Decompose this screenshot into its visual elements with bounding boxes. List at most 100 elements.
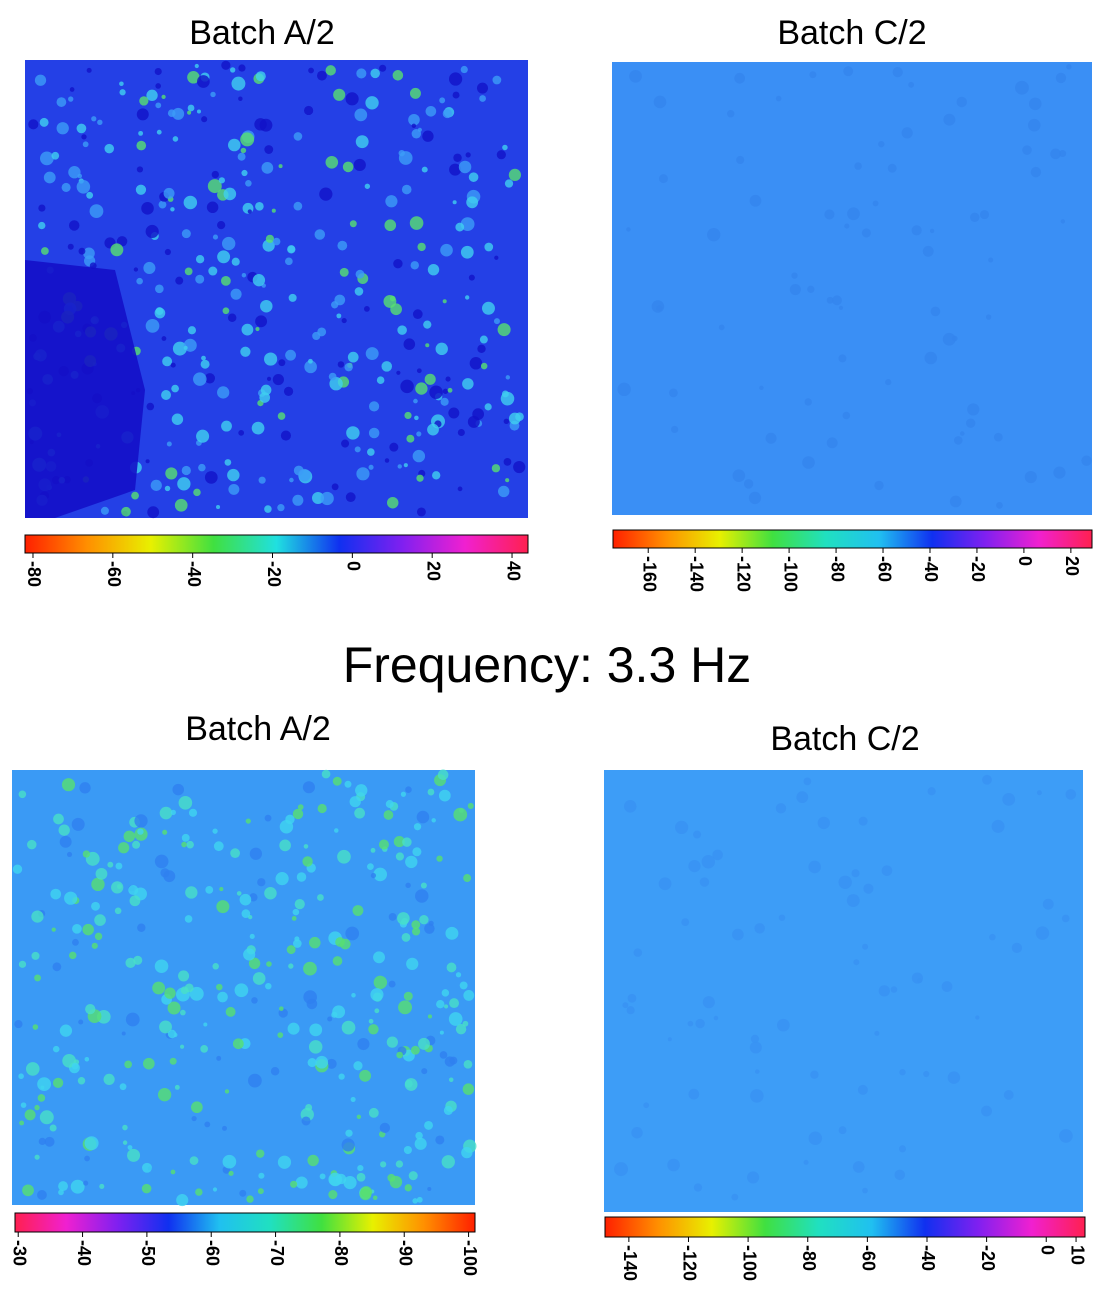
heatmap-spot (419, 914, 429, 925)
heatmap-spot (264, 886, 277, 900)
heatmap-spot (94, 932, 103, 941)
heatmap-spot (142, 1162, 152, 1173)
heatmap-spot (221, 60, 231, 70)
heatmap-spot (302, 781, 315, 794)
heatmap-spot (338, 1073, 345, 1080)
heatmap-spot (222, 307, 230, 315)
heatmap-spot (356, 68, 367, 79)
heatmap-spot (872, 200, 879, 207)
heatmap-spot (257, 1188, 264, 1195)
heatmap-spot (141, 1183, 152, 1194)
heatmap-spot (410, 261, 419, 270)
heatmap-spot (127, 1145, 133, 1150)
heatmap-spot (56, 97, 67, 107)
heatmap-spot (424, 373, 436, 385)
heatmap-spot (39, 117, 49, 127)
heatmap-spot (341, 1138, 355, 1152)
heatmap-spot (303, 990, 317, 1004)
heatmap-spot (396, 1051, 403, 1059)
heatmap-spot (104, 143, 115, 154)
heatmap-spot (791, 272, 798, 279)
heatmap-spot (494, 255, 499, 260)
heatmap-spot (658, 877, 672, 891)
heatmap-spot (249, 893, 258, 902)
heatmap-spot (327, 1016, 333, 1022)
heatmap-spot (343, 1176, 357, 1190)
heatmap-spot (297, 804, 304, 811)
heatmap-spot (125, 1012, 140, 1027)
heatmap-spot (838, 1126, 847, 1135)
heatmap-spot (196, 429, 210, 443)
heatmap-spot (165, 467, 178, 480)
heatmap-spot (293, 132, 303, 141)
heatmap-spot (44, 1136, 55, 1147)
heatmap-spot (415, 1131, 423, 1140)
heatmap-spot (255, 315, 268, 328)
heatmap-spot (212, 1187, 218, 1192)
heatmap-spot (416, 810, 430, 824)
heatmap-spot (245, 818, 251, 824)
heatmap-spot (216, 900, 230, 914)
heatmap-spot (328, 372, 337, 381)
heatmap-spot (99, 1183, 105, 1190)
heatmap-spot (384, 458, 390, 463)
heatmap-spot (460, 65, 468, 74)
heatmap-spot (460, 245, 474, 259)
heatmap-spot (1011, 942, 1023, 954)
heatmap-spot (122, 1124, 128, 1131)
heatmap-spot (332, 956, 343, 966)
heatmap-spot (258, 476, 266, 484)
heatmap-spot (279, 839, 291, 852)
heatmap-spot (384, 219, 397, 232)
heatmap-spot (427, 263, 440, 276)
colorbar-tick-label: -70 (267, 1240, 287, 1266)
heatmap-spot (180, 1009, 186, 1016)
heatmap-spot (178, 796, 193, 810)
heatmap-spot (405, 882, 411, 889)
heatmap-spot (38, 221, 46, 230)
heatmap-spot (248, 957, 261, 970)
heatmap-spot (84, 1056, 90, 1062)
heatmap-spot (264, 505, 272, 513)
heatmap-spot (265, 982, 272, 990)
heatmap-spot (308, 67, 314, 74)
heatmap-spot (448, 1077, 454, 1083)
heatmap-spot (416, 474, 424, 482)
heatmap-spot (187, 110, 192, 115)
heatmap-spot (467, 415, 480, 428)
heatmap-spot (170, 1169, 176, 1175)
heatmap-spot (675, 820, 689, 835)
heatmap-spot (389, 442, 399, 452)
heatmap-spot (248, 1073, 262, 1088)
heatmap-spot (198, 463, 206, 472)
heatmap-spot (258, 1172, 265, 1179)
heatmap-spot (122, 1140, 128, 1145)
heatmap-spot (776, 1018, 790, 1032)
heatmap-spot (241, 323, 254, 336)
heatmap-spot (393, 258, 403, 269)
heatmap-spot (346, 426, 360, 440)
heatmap-spot (355, 269, 365, 279)
heatmap-spot (368, 1107, 379, 1118)
heatmap-spot (749, 1041, 762, 1054)
heatmap-spot (403, 1145, 412, 1155)
colorbar-tick-label: -80 (799, 1245, 819, 1271)
heatmap-spot (185, 886, 198, 899)
heatmap-spot (121, 506, 131, 517)
heatmap-spot (357, 1037, 370, 1051)
heatmap-spot (52, 962, 62, 972)
heatmap-spot (331, 301, 339, 309)
heatmap-spot (212, 963, 219, 970)
heatmap-spot (468, 274, 475, 281)
heatmap-spot (354, 287, 364, 296)
heatmap-spot (748, 491, 762, 505)
heatmap-spot (210, 91, 216, 98)
colorbar-tick-label: -140 (620, 1245, 640, 1281)
heatmap-spot (408, 1171, 418, 1181)
heatmap-spot (413, 398, 418, 404)
heatmap-spot (246, 1195, 254, 1203)
heatmap-spot (283, 386, 294, 396)
heatmap-spot (858, 816, 868, 826)
heatmap-spot (439, 1030, 444, 1035)
heatmap-spot (137, 828, 144, 835)
